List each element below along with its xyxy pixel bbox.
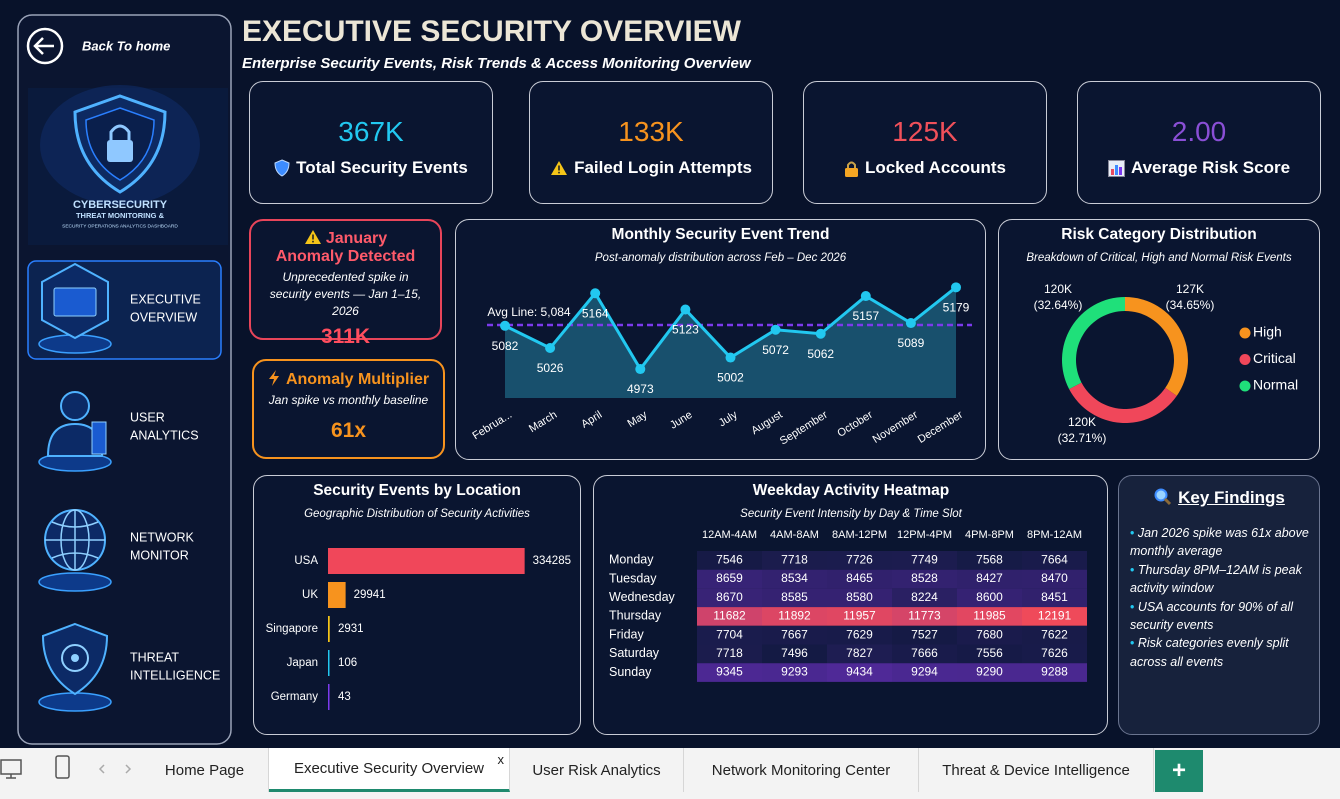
finding-bullet: • — [1130, 562, 1135, 577]
anomaly-text: Unprecedented spike in security events —… — [269, 270, 422, 318]
kpi-card: 125K Locked Accounts — [803, 81, 1047, 204]
desktop-stand — [6, 774, 16, 779]
tab-label[interactable]: User Risk Analytics — [532, 761, 661, 779]
finding: • Jan 2026 spike was 61x above monthly a… — [1130, 524, 1309, 561]
icon-part — [304, 230, 321, 244]
kpi-label: Average Risk Score — [1130, 158, 1291, 177]
multiplier-icon — [268, 370, 286, 388]
icon-part — [558, 171, 560, 174]
icon-part — [312, 234, 314, 240]
tab[interactable]: Threat & Device Intelligence — [919, 748, 1154, 792]
dashboard: 367K Total Security Events 133K Failed Logi… — [0, 0, 1340, 748]
chart-card — [455, 219, 986, 460]
icon-part — [274, 159, 290, 177]
kpi-icon — [844, 160, 859, 177]
tab-label[interactable]: Threat & Device Intelligence — [942, 761, 1130, 779]
multiplier-card: Anomaly Multiplier Jan spike vs monthly b… — [252, 359, 445, 459]
desktop-icon[interactable] — [0, 759, 22, 775]
tab-label[interactable]: Network Monitoring Center — [711, 761, 891, 779]
kpi-icon — [1107, 159, 1125, 177]
kpi-value: 2.00 — [1171, 116, 1227, 147]
finding: • Thursday 8PM–12AM is peak activity win… — [1130, 561, 1309, 598]
findings-list: • Jan 2026 spike was 61x above monthly a… — [1130, 524, 1309, 671]
icon-part — [558, 165, 560, 171]
anomaly-title-text: January Anomaly Detected — [275, 230, 416, 265]
icon-part — [268, 370, 279, 386]
icon-part — [1154, 488, 1168, 502]
kpi-value: 367K — [338, 116, 404, 147]
tab-bar: Home Page Executive Security Overview x Use… — [0, 748, 1340, 799]
tab-arrows[interactable] — [98, 764, 132, 774]
icon-part — [1110, 168, 1114, 175]
kpi-value: 133K — [618, 116, 684, 147]
finding-bullet: • — [1130, 636, 1135, 651]
multiplier-value: 61x — [330, 419, 367, 442]
findings-icon — [1154, 488, 1178, 507]
kpi-label-row: Locked Accounts — [804, 158, 1046, 178]
finding-text: Risk categories evenly split across all … — [1130, 636, 1289, 669]
finding-bullet: • — [1130, 599, 1135, 614]
chart-card — [998, 219, 1320, 460]
anomaly-value: 311K — [320, 325, 371, 348]
icon-part — [312, 240, 314, 243]
add-tab[interactable]: + — [1155, 750, 1203, 792]
icon-part — [844, 167, 858, 177]
kpi-label-row: Failed Login Attempts — [530, 158, 772, 178]
kpi-card: 2.00 Average Risk Score — [1077, 81, 1321, 204]
icon-part — [268, 370, 279, 386]
icon-part — [1154, 488, 1172, 506]
finding: • USA accounts for 90% of all security e… — [1130, 598, 1309, 635]
kpi-label: Failed Login Attempts — [574, 158, 752, 177]
multiplier-title: Anomaly Multiplier — [262, 370, 435, 389]
multiplier-text: Jan spike vs monthly baseline — [268, 393, 429, 407]
kpi-value: 125K — [892, 116, 958, 147]
icon-part — [1114, 164, 1118, 175]
kpi-label: Total Security Events — [296, 158, 468, 177]
tab[interactable]: Home Page — [141, 748, 269, 792]
tab[interactable]: User Risk Analytics — [510, 748, 684, 792]
heatmap-card — [593, 475, 1108, 735]
kpi-card: 367K Total Security Events — [249, 81, 493, 204]
kpi-label: Locked Accounts — [864, 158, 1007, 177]
view-icons — [0, 755, 132, 779]
tab[interactable]: Network Monitoring Center — [684, 748, 919, 792]
chart-card — [253, 475, 581, 735]
icon-part — [1118, 166, 1122, 175]
kpi-card: 133K Failed Login Attempts — [529, 81, 773, 204]
findings-card: Key Findings • Jan 2026 spike was 61x abo… — [1118, 475, 1320, 735]
finding-text: USA accounts for 90% of all security eve… — [1130, 599, 1294, 633]
finding-text: Jan 2026 spike was 61x above monthly ave… — [1130, 526, 1309, 559]
tab[interactable]: Executive Security Overview x — [269, 748, 510, 792]
findings-title: Key Findings — [1130, 488, 1309, 508]
finding: • Risk categories evenly split across al… — [1130, 634, 1309, 671]
findings-title-text: Key Findings — [1178, 488, 1285, 507]
kpi-icon — [550, 160, 568, 176]
icon-part — [846, 161, 856, 168]
finding-bullet: • — [1130, 526, 1135, 540]
tab-label[interactable]: Executive Security Overview — [293, 760, 485, 777]
tab-close[interactable]: x — [497, 752, 505, 767]
icon-part — [1107, 159, 1125, 177]
kpi-label-row: Average Risk Score — [1078, 158, 1320, 178]
mobile-icon[interactable] — [55, 755, 70, 779]
kpi-icon — [274, 159, 290, 177]
icon-part — [551, 161, 568, 175]
icon-part — [844, 161, 858, 177]
tab-label[interactable]: Home Page — [164, 761, 245, 779]
finding-text: Thursday 8PM–12AM is peak activity windo… — [1130, 562, 1302, 596]
kpi-label-row: Total Security Events — [250, 158, 492, 178]
anomaly-card: January Anomaly Detected Unprecedented sp… — [249, 219, 442, 348]
multiplier-title-text: Anomaly Multiplier — [285, 371, 430, 388]
anomaly-icon — [304, 230, 326, 247]
icon-part — [274, 159, 290, 177]
anomaly-title: January Anomaly Detected — [263, 229, 428, 266]
icon-part — [1164, 497, 1172, 506]
